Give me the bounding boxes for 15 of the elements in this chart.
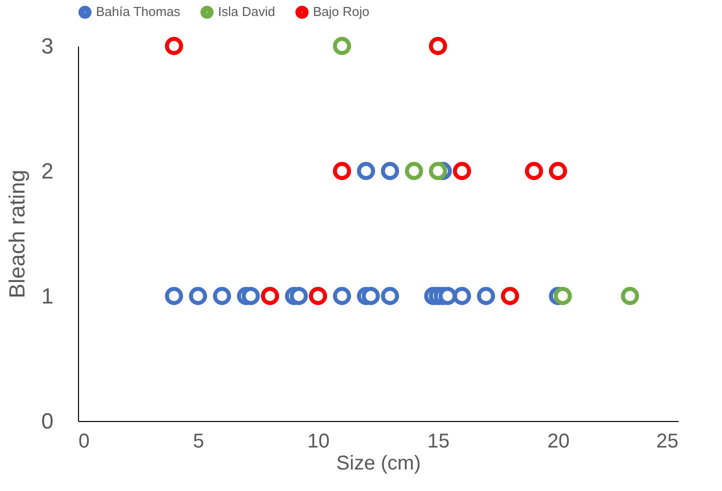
x-tick-label: 20 [547,430,570,452]
x-tick-label: 25 [656,430,678,452]
legend-label: Bahía Thomas [96,4,181,20]
y-tick-label: 3 [41,34,54,58]
legend-label: Bajo Rojo [313,4,370,20]
y-tick-label: 0 [41,408,54,434]
x-axis-title: Size (cm) [336,452,421,474]
legend-label: Isla David [218,4,276,20]
x-tick-label: 5 [192,430,204,452]
y-axis-title: Bleach rating [4,170,30,298]
y-tick-label: 2 [41,158,54,184]
x-tick-label: 15 [427,430,450,452]
x-tick-label: 10 [307,430,330,452]
x-tick-label: 0 [78,430,90,452]
y-tick-label: 1 [41,284,54,308]
